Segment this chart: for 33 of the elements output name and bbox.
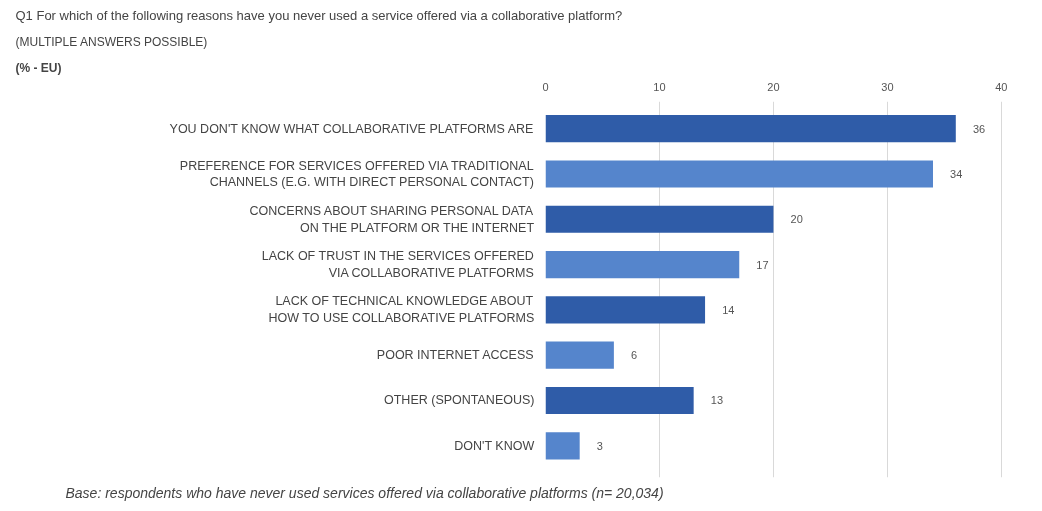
y-tick-label: LACK OF TRUST IN THE SERVICES OFFERED VIA COLLABORATIVE PLATFORMS (261, 249, 534, 280)
text: Q1 For which of the following reasons have you never used a service offered via a collaborative platform? (15, 7, 623, 23)
x-tick-label: 40 (995, 80, 1008, 93)
data-label: 20 (790, 213, 803, 226)
text: Base: respondents who have never used services offered via collaborative platforms (n= 20,034) (65, 484, 664, 501)
y-tick-label: DON'T KNOW (454, 438, 535, 453)
data-label: 17 (756, 258, 769, 271)
bar (545, 250, 740, 279)
y-tick-label: LACK OF TECHNICAL KNOWLEDGE ABOUT HOW TO USE COLLABORATIVE PLATFORMS (268, 294, 535, 326)
bar (545, 296, 706, 324)
data-label: 3 (596, 439, 603, 452)
y-tick-label: OTHER (SPONTANEOUS) (384, 393, 535, 408)
y-tick-label: POOR INTERNET ACCESS (376, 348, 534, 363)
y-tick-label: CONCERNS ABOUT SHARING PERSONAL DATA ON THE PLATFORM OR THE INTERNET (249, 203, 535, 235)
bar (545, 341, 614, 369)
x-tick-label: 30 (881, 80, 894, 93)
bar (545, 160, 933, 188)
x-tick-label: 0 (542, 80, 549, 93)
data-label: 6 (630, 349, 638, 362)
y-tick-label: PREFERENCE FOR SERVICES OFFERED VIA TRADITIONAL CHANNELS (E.G. WITH DIRECT PERSONAL CONTACT) (179, 158, 534, 190)
bar (545, 432, 580, 460)
bar (545, 115, 956, 143)
data-label: 36 (972, 122, 986, 135)
x-tick-label: 20 (767, 80, 780, 93)
text: (MULTIPLE ANSWERS POSSIBLE) (15, 34, 208, 49)
y-tick-label: YOU DON'T KNOW WHAT COLLABORATIVE PLATFORMS ARE (169, 121, 534, 136)
x-tick-label: 10 (653, 80, 666, 93)
bar (545, 205, 774, 233)
bar (545, 386, 694, 415)
data-label: 13 (710, 394, 724, 407)
data-label: 14 (722, 303, 735, 316)
text: (% - EU) (15, 60, 62, 75)
data-label: 34 (950, 167, 963, 180)
